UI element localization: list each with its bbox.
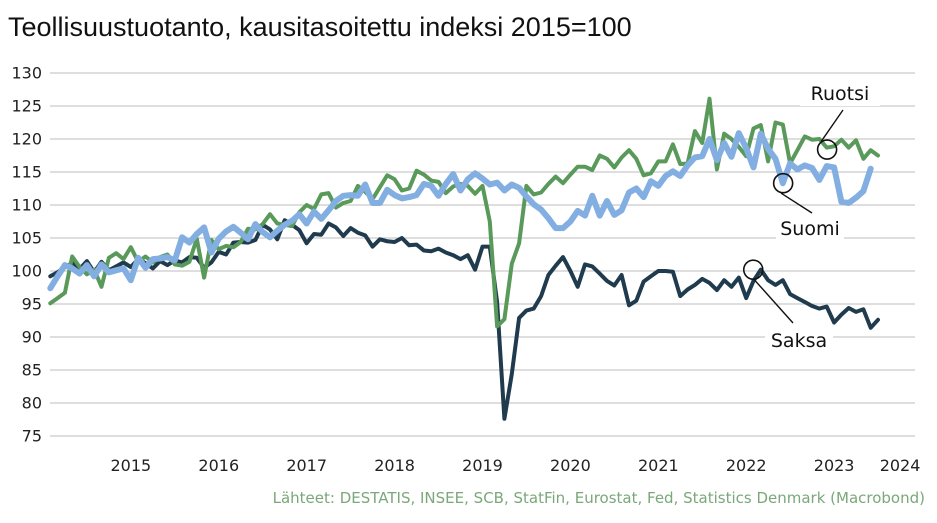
y-tick-label-90: 90 bbox=[22, 328, 42, 347]
y-tick-label-110: 110 bbox=[11, 196, 42, 215]
y-tick-label-105: 105 bbox=[11, 229, 42, 248]
annotation-circle-ruotsi bbox=[816, 139, 838, 160]
x-axis-ticks: 2015 2016 2017 2018 2019 2020 2021 2022 2023 2024 bbox=[111, 456, 921, 475]
x-tick-label-2018: 2018 bbox=[374, 456, 415, 475]
annotations: Ruotsi Suomi Saksa bbox=[742, 80, 880, 353]
x-tick-label-2021: 2021 bbox=[638, 456, 679, 475]
y-tick-label-100: 100 bbox=[11, 262, 42, 281]
annotation-label-bg-ruotsi bbox=[800, 80, 880, 106]
annotation-circle-saksa bbox=[742, 259, 764, 280]
y-tick-label-95: 95 bbox=[22, 295, 42, 314]
x-tick-label-2017: 2017 bbox=[286, 456, 327, 475]
annotation-label-saksa: Saksa bbox=[771, 330, 827, 352]
source-note: Lähteet: DESTATIS, INSEE, SCB, StatFin, … bbox=[272, 489, 925, 507]
annotation-leader-saksa bbox=[753, 279, 794, 324]
x-tick-label-2015: 2015 bbox=[111, 456, 152, 475]
annotation-label-bg-suomi bbox=[776, 215, 844, 241]
x-tick-label-2022: 2022 bbox=[726, 456, 767, 475]
annotation-label-suomi: Suomi bbox=[780, 218, 840, 240]
x-tick-label-2024: 2024 bbox=[880, 456, 921, 475]
y-tick-label-85: 85 bbox=[22, 361, 42, 380]
y-tick-label-120: 120 bbox=[11, 130, 42, 149]
annotation-leader-ruotsi bbox=[820, 109, 844, 142]
y-tick-label-115: 115 bbox=[11, 163, 42, 182]
x-tick-label-2016: 2016 bbox=[198, 456, 239, 475]
y-tick-label-125: 125 bbox=[11, 97, 42, 116]
x-tick-label-2020: 2020 bbox=[550, 456, 591, 475]
annotation-leader-suomi bbox=[780, 192, 813, 214]
series-line-saksa bbox=[48, 218, 880, 421]
chart-title: Teollisuustuotanto, kausitasoitettu inde… bbox=[8, 12, 632, 42]
y-tick-label-75: 75 bbox=[22, 427, 42, 446]
series-lines bbox=[47, 96, 880, 421]
annotation-label-bg-saksa bbox=[765, 327, 833, 353]
series-line-ruotsi bbox=[48, 96, 880, 329]
x-tick-label-2023: 2023 bbox=[814, 456, 855, 475]
annotation-circle-suomi bbox=[772, 172, 794, 194]
y-tick-label-130: 130 bbox=[11, 64, 42, 83]
y-tick-label-80: 80 bbox=[22, 394, 42, 413]
x-tick-label-2019: 2019 bbox=[462, 456, 503, 475]
y-axis-ticks: 75 80 85 90 95 100 105 110 115 120 125 130 bbox=[11, 64, 42, 446]
annotation-label-ruotsi: Ruotsi bbox=[811, 83, 870, 105]
series-line-suomi bbox=[47, 130, 874, 292]
